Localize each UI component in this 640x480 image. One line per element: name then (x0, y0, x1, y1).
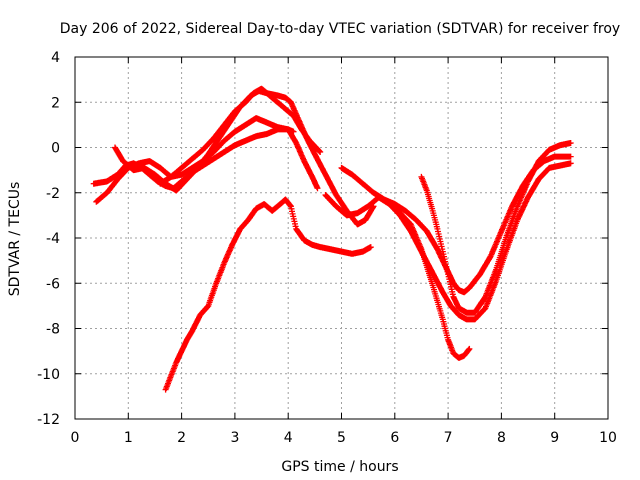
y-axis-label: SDTVAR / TECUs (7, 182, 23, 297)
x-tick-label: 10 (599, 430, 617, 446)
y-tick-label: -6 (46, 276, 60, 292)
y-tick-label: 2 (51, 95, 60, 111)
y-tick-label: -10 (37, 367, 60, 383)
x-tick-label: 5 (337, 430, 346, 446)
y-tick-label: -8 (46, 322, 60, 338)
plot-frame (74, 56, 609, 420)
x-tick-label: 0 (71, 430, 80, 446)
tick-labels: 0 1 2 3 4 5 6 7 8 9 10 -12 -10 -8 -6 -4 -2 0 2 4 (37, 50, 617, 446)
y-tick-label: -12 (37, 412, 60, 428)
y-tick-label: -2 (46, 186, 60, 202)
series-sat-i (418, 140, 574, 316)
data-marks (90, 85, 574, 393)
x-tick-label: 4 (284, 430, 293, 446)
x-tick-label: 2 (177, 430, 186, 446)
series-sat-h (386, 201, 473, 361)
series-sat-d (157, 85, 324, 187)
x-tick-label: 9 (550, 430, 559, 446)
x-axis-label: GPS time / hours (281, 459, 398, 475)
chart-title: Day 206 of 2022, Sidereal Day-to-day VTE… (60, 21, 620, 37)
x-tick-label: 8 (497, 430, 506, 446)
x-tick-label: 3 (230, 430, 239, 446)
x-tick-label: 6 (390, 430, 399, 446)
x-tick-label: 7 (444, 430, 453, 446)
series-sat-g (322, 160, 574, 323)
x-tick-label: 1 (124, 430, 133, 446)
y-tick-label: 4 (51, 50, 60, 66)
y-tick-label: 0 (51, 141, 60, 157)
y-tick-label: -4 (46, 231, 60, 247)
series-sat-e (162, 196, 374, 393)
